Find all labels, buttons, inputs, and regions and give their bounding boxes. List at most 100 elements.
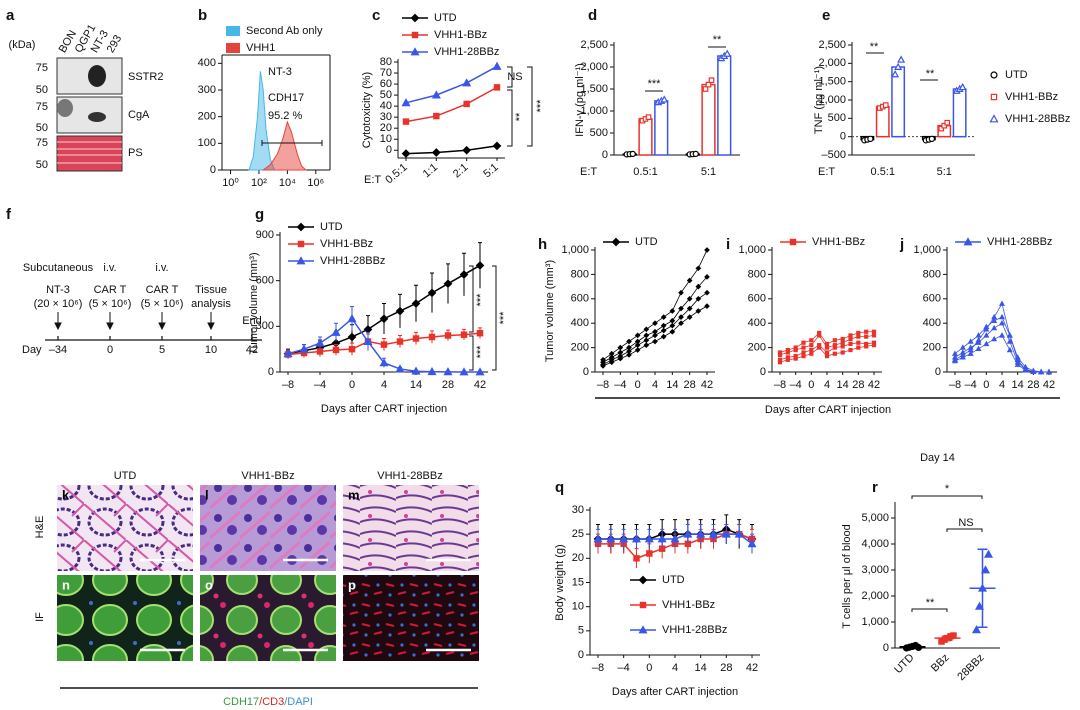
x-tick-label: 10⁶ [307,177,324,189]
data-point [463,100,470,108]
x-tick-label: –8 [949,379,961,391]
x-tick-label: –4 [618,662,630,674]
y-tick-label: 200 [923,342,941,354]
x-tick-label: UTD [892,652,917,677]
scale-bar [140,558,471,652]
y-tick-label: 400 [923,317,941,329]
data-point [643,337,650,344]
data-point [871,329,877,334]
x-tick-label: 28 [442,379,454,391]
x-tick-label: 14 [410,379,422,391]
y-tick-label: 30 [572,504,584,516]
x-tick-label: 28 [720,662,732,674]
x-tick-label: 42 [474,379,486,391]
data-point [991,324,998,331]
data-point [492,141,502,151]
band [88,65,106,87]
marker-label: 75 [36,101,48,113]
legend-label: UTD [635,236,658,248]
data-point [412,335,420,342]
panel-letter: r [872,479,878,496]
data-point [998,319,1006,326]
y-tick-label: 200 [748,342,766,354]
legend-marker [963,237,973,246]
x-label: Days after CART injection [612,686,738,698]
y-tick-label: 80 [380,56,392,68]
data-point [882,102,889,108]
data-point [832,343,837,348]
legend-label: VHH1-BBz [1005,91,1058,103]
x-tick-label: –4 [965,379,977,391]
y-tick-label: 600 [923,293,941,305]
annotation: CDH17 [268,92,304,104]
y-tick-label: 40 [380,100,392,112]
panel-letter: b [198,7,207,24]
data-point [809,343,814,348]
x-tick-label: –8 [597,379,609,391]
x-prefix: E:T [364,174,381,186]
data-point [971,625,982,634]
y-tick-label: 0 [386,144,392,156]
data-point [801,340,806,345]
data-point [678,289,684,296]
legend-swatch [226,26,240,36]
legend-label: VHH1-BBz [434,29,487,41]
marker-label: 50 [36,159,48,171]
data-point [626,338,632,345]
data-point [670,534,680,543]
y-tick-label: 70 [380,67,392,79]
y-tick-label: 0 [210,164,216,176]
data-point [428,333,436,341]
data-point [848,333,853,338]
data-point [283,348,293,358]
data-point [606,534,616,543]
y-tick-label: 25 [572,528,584,540]
data-point [652,320,658,327]
data-point [669,308,676,314]
x-tick-label: 28 [684,379,696,391]
data-point [411,366,421,375]
chart-title: Day 14 [920,452,955,464]
x-tick-label: 42 [746,662,758,674]
data-point [686,305,693,312]
data-point [975,339,982,345]
data-point [848,347,853,353]
data-point [331,327,341,336]
y-tick-label: 800 [923,268,941,280]
data-point [686,295,693,302]
micrograph [343,485,479,571]
data-point [402,118,410,125]
y-label: Body weight (g) [554,544,566,620]
data-point [643,332,650,339]
x-tick-label: 0 [808,379,814,391]
legend-label: VHH1-28BBz [1005,113,1070,125]
data-point [643,342,650,349]
data-point [427,288,437,298]
legend-marker [296,256,306,265]
data-point [669,317,676,324]
data-point [443,279,453,289]
bracket [946,528,983,532]
panel-letter: m [348,487,360,502]
series-line [405,65,498,104]
annotation: NT-3 [268,66,292,78]
data-point [959,349,966,355]
step-top: Subcutaneous [23,262,94,274]
column-header: UTD [114,470,137,482]
y-tick-label: 800 [571,268,589,280]
data-point [660,322,667,329]
step-name: Tissue [195,284,227,296]
data-point [975,345,982,352]
annotation: *** [475,345,487,359]
data-point [633,555,640,562]
data-point [817,345,822,350]
data-point [747,539,757,548]
data-point [832,338,837,343]
bar [701,83,716,156]
data-point [379,358,389,367]
legend-marker [989,114,999,123]
data-point [493,84,501,91]
micrograph [57,575,193,661]
data-point [856,340,861,345]
data-point [840,350,845,355]
